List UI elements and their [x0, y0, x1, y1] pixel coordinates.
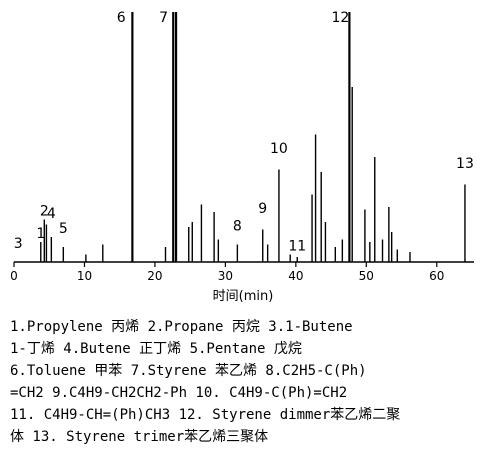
x-tick-label: 20 [147, 269, 162, 283]
legend-line: 11. C4H9-CH=(Ph)CH3 12. Styrene dimmer苯乙… [10, 407, 401, 423]
peaks-layer [40, 12, 466, 262]
legend-line: 1-丁烯 4.Butene 正丁烯 5.Pentane 戊烷 [10, 341, 302, 357]
peak-label: 5 [59, 221, 68, 237]
legend-line: =CH2 9.C4H9-CH2CH2-Ph 10. C4H9-C(Ph)=CH2 [10, 385, 348, 401]
legend-line: 6.Toluene 甲苯 7.Styrene 苯乙烯 8.C2H5-C(Ph) [10, 363, 367, 379]
peak-label: 8 [233, 219, 242, 235]
peak-label: 4 [47, 206, 56, 222]
x-tick-label: 50 [359, 269, 374, 283]
x-tick-label: 30 [218, 269, 233, 283]
peak-label: 12 [331, 10, 349, 26]
x-tick-label: 0 [10, 269, 18, 283]
peak-label: 1 [36, 226, 45, 242]
peak-label: 11 [288, 239, 306, 255]
compound-legend: 1.Propylene 丙烯 2.Propane 丙烷 3.1-Butene 1… [10, 316, 484, 448]
legend-line: 体 13. Styrene trimer苯乙烯三聚体 [10, 429, 269, 445]
peak-label: 10 [270, 141, 288, 157]
peak-label: 6 [117, 10, 126, 26]
x-tick-label: 60 [429, 269, 444, 283]
x-tick-label: 10 [77, 269, 92, 283]
x-tick-label: 40 [288, 269, 303, 283]
legend-line: 1.Propylene 丙烯 2.Propane 丙烷 3.1-Butene [10, 319, 353, 335]
peak-label: 3 [14, 236, 23, 252]
peak-label: 13 [456, 156, 474, 172]
x-axis-label: 时间(min) [213, 289, 274, 304]
peak-label: 9 [258, 201, 267, 217]
peak-label: 2 [40, 204, 49, 220]
peak-label: 7 [159, 10, 168, 26]
x-ticks: 0 10 20 30 40 50 60 [10, 262, 444, 283]
